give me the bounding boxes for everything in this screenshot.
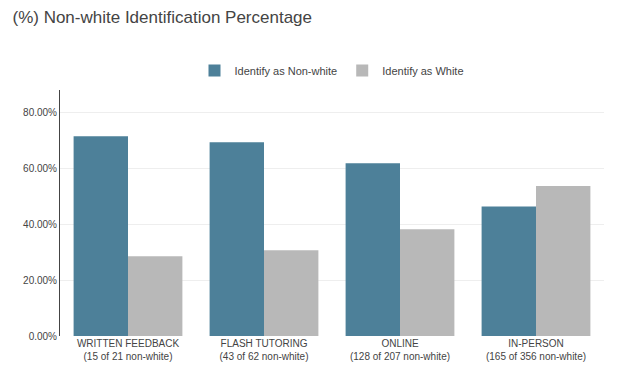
svg-text:Identify as White: Identify as White xyxy=(382,65,463,77)
svg-text:IN-PERSON(165 of 356 non-white: IN-PERSON(165 of 356 non-white) xyxy=(486,338,586,362)
svg-text:80.00%: 80.00% xyxy=(23,107,57,118)
svg-text:60.00%: 60.00% xyxy=(23,163,57,174)
svg-text:Identify as Non-white: Identify as Non-white xyxy=(235,65,338,77)
svg-text:40.00%: 40.00% xyxy=(23,219,57,230)
svg-text:WRITTEN FEEDBACK(15 of 21 non-: WRITTEN FEEDBACK(15 of 21 non-white) xyxy=(77,338,180,362)
svg-text:FLASH TUTORING(43 of 62 non-wh: FLASH TUTORING(43 of 62 non-white) xyxy=(220,338,309,362)
svg-text:ONLINE(128 of 207 non-white): ONLINE(128 of 207 non-white) xyxy=(350,338,450,362)
svg-text:20.00%: 20.00% xyxy=(23,275,57,286)
svg-text:0.00%: 0.00% xyxy=(29,331,57,342)
svg-text:(%) Non-white Identification P: (%) Non-white Identification Percentage xyxy=(12,8,312,27)
